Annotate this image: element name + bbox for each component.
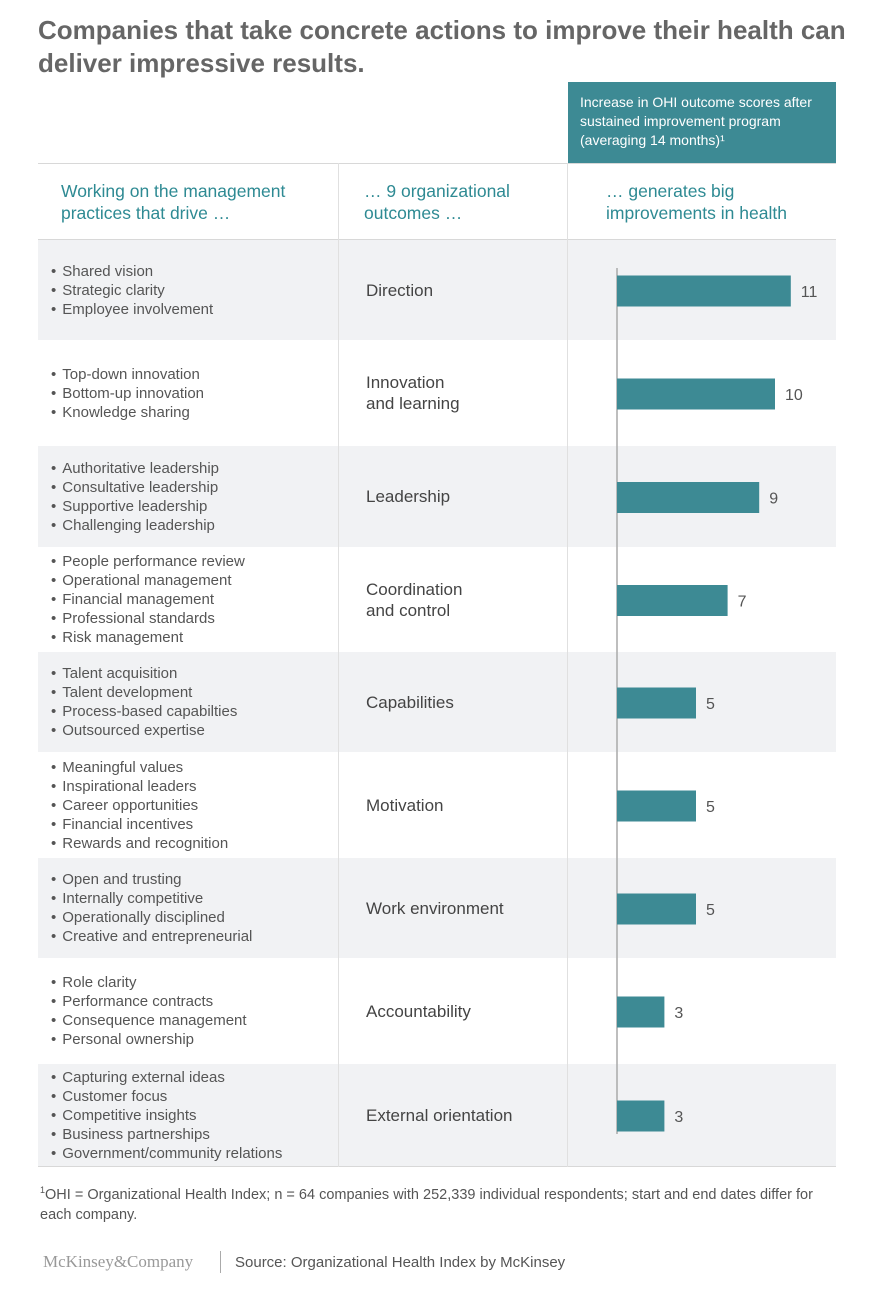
- practice-item: Capturing external ideas: [51, 1068, 282, 1087]
- bar-8: [617, 996, 665, 1028]
- practice-item: Process-based capabilties: [51, 702, 237, 721]
- practice-item: Authoritative leadership: [51, 459, 219, 478]
- bar-value-label: 3: [674, 1005, 683, 1022]
- bar-1: [617, 275, 791, 307]
- practice-list: Shared visionStrategic clarityEmployee i…: [51, 240, 336, 340]
- practice-list: Top-down innovationBottom-up innovationK…: [51, 340, 336, 446]
- practice-list: Open and trustingInternally competitiveO…: [51, 858, 336, 958]
- outcome-label: External orientation: [366, 1105, 513, 1125]
- bar-3: [617, 482, 760, 513]
- practice-item: Financial management: [51, 590, 245, 609]
- practice-item: Competitive insights: [51, 1106, 282, 1125]
- practice-item: Personal ownership: [51, 1030, 247, 1049]
- bar-7: [617, 893, 696, 925]
- practice-item: Government/community relations: [51, 1144, 282, 1163]
- header-divider-bottom: [38, 239, 836, 240]
- bar-value-label: 7: [738, 594, 747, 611]
- column-header-practices: Working on the management practices that…: [61, 181, 286, 223]
- bar-4: [617, 585, 728, 616]
- practice-item: Creative and entrepreneurial: [51, 927, 252, 946]
- outcome-label: Innovation and learning: [366, 373, 460, 413]
- outcome-label: Coordination and control: [366, 579, 463, 620]
- practice-item: Challenging leadership: [51, 516, 219, 535]
- practice-item: Risk management: [51, 628, 245, 647]
- table-row: People performance reviewOperational man…: [38, 547, 836, 652]
- practice-list: Meaningful valuesInspirational leadersCa…: [51, 752, 336, 858]
- practice-item: Outsourced expertise: [51, 721, 237, 740]
- table-row: Open and trustingInternally competitiveO…: [38, 858, 836, 958]
- practice-item: Knowledge sharing: [51, 403, 204, 422]
- practice-list: Authoritative leadershipConsultative lea…: [51, 446, 336, 547]
- column-divider-2: [567, 163, 568, 1167]
- practice-item: Financial incentives: [51, 815, 228, 834]
- table-row: Meaningful valuesInspirational leadersCa…: [38, 752, 836, 858]
- practice-item: Shared vision: [51, 262, 213, 281]
- practice-item: Operational management: [51, 571, 245, 590]
- outcome-label: Leadership: [366, 487, 451, 506]
- practice-item: Talent development: [51, 683, 237, 702]
- bar-2: [617, 378, 775, 410]
- table-row: Role clarityPerformance contractsConsequ…: [38, 958, 836, 1064]
- practice-item: Career opportunities: [51, 796, 228, 815]
- practice-item: Operationally disciplined: [51, 908, 252, 927]
- practice-list: People performance reviewOperational man…: [51, 547, 336, 652]
- outcome-label: Accountability: [366, 1001, 471, 1021]
- column-divider-1: [338, 163, 339, 1167]
- bar-value-label: 5: [706, 902, 715, 919]
- bar-value-label: 11: [801, 284, 818, 301]
- practice-item: Customer focus: [51, 1087, 282, 1106]
- brand-logo: McKinsey&Company: [43, 1252, 194, 1271]
- column-header-outcomes: … 9 organizational outcomes …: [364, 181, 510, 223]
- bar-9: [617, 1100, 665, 1132]
- footnote-text: OHI = Organizational Health Index; n = 6…: [40, 1186, 813, 1223]
- practice-item: Professional standards: [51, 609, 245, 628]
- bar-6: [617, 790, 696, 822]
- practice-item: Bottom-up innovation: [51, 384, 204, 403]
- practice-item: Open and trusting: [51, 870, 252, 889]
- outcome-label: Capabilities: [366, 692, 454, 712]
- practice-item: Top-down innovation: [51, 365, 204, 384]
- footnote-marker: 1: [40, 1185, 46, 1195]
- table-row: Capturing external ideasCustomer focusCo…: [38, 1064, 836, 1167]
- brand-divider: [220, 1251, 221, 1273]
- source-note: Source: Organizational Health Index by M…: [235, 1254, 566, 1271]
- practice-item: Inspirational leaders: [51, 777, 228, 796]
- outcome-label: Motivation: [366, 795, 444, 815]
- table-row: Talent acquisitionTalent developmentProc…: [38, 652, 836, 752]
- bar-5: [617, 687, 696, 719]
- practice-item: Consequence management: [51, 1011, 246, 1030]
- bar-value-label: 5: [706, 696, 715, 713]
- header-divider-top: [38, 163, 836, 164]
- outcome-label: Direction: [366, 280, 434, 300]
- bar-value-label: 9: [769, 491, 778, 508]
- column-header-improvements: … generates big improvements in health: [606, 181, 787, 223]
- table-row: Top-down innovationBottom-up innovationK…: [38, 340, 836, 446]
- footnote: 1OHI = Organizational Health Index; n = …: [40, 1180, 840, 1225]
- practice-item: Role clarity: [51, 973, 247, 992]
- bar-value-label: 5: [706, 799, 715, 816]
- bar-value-label: 3: [674, 1109, 683, 1126]
- outcome-label: Work environment: [366, 898, 504, 918]
- practice-item: Performance contracts: [51, 992, 247, 1011]
- practice-item: Strategic clarity: [51, 281, 213, 300]
- practice-item: Meaningful values: [51, 758, 228, 777]
- practice-item: Rewards and recognition: [51, 834, 228, 853]
- practice-item: Supportive leadership: [51, 497, 219, 516]
- practice-item: Employee involvement: [51, 300, 213, 319]
- chart-callout-header: Increase in OHI outcome scores after sus…: [568, 82, 836, 163]
- practice-list: Capturing external ideasCustomer focusCo…: [51, 1064, 336, 1166]
- practice-list: Role clarityPerformance contractsConsequ…: [51, 958, 336, 1064]
- practice-item: Talent acquisition: [51, 664, 237, 683]
- practice-item: Consultative leadership: [51, 478, 219, 497]
- bar-value-label: 10: [785, 387, 803, 404]
- practice-item: People performance review: [51, 552, 245, 571]
- page-title: Companies that take concrete actions to …: [38, 15, 846, 78]
- practice-item: Internally competitive: [51, 889, 252, 908]
- practice-list: Talent acquisitionTalent developmentProc…: [51, 652, 336, 752]
- practice-item: Business partnerships: [51, 1125, 282, 1144]
